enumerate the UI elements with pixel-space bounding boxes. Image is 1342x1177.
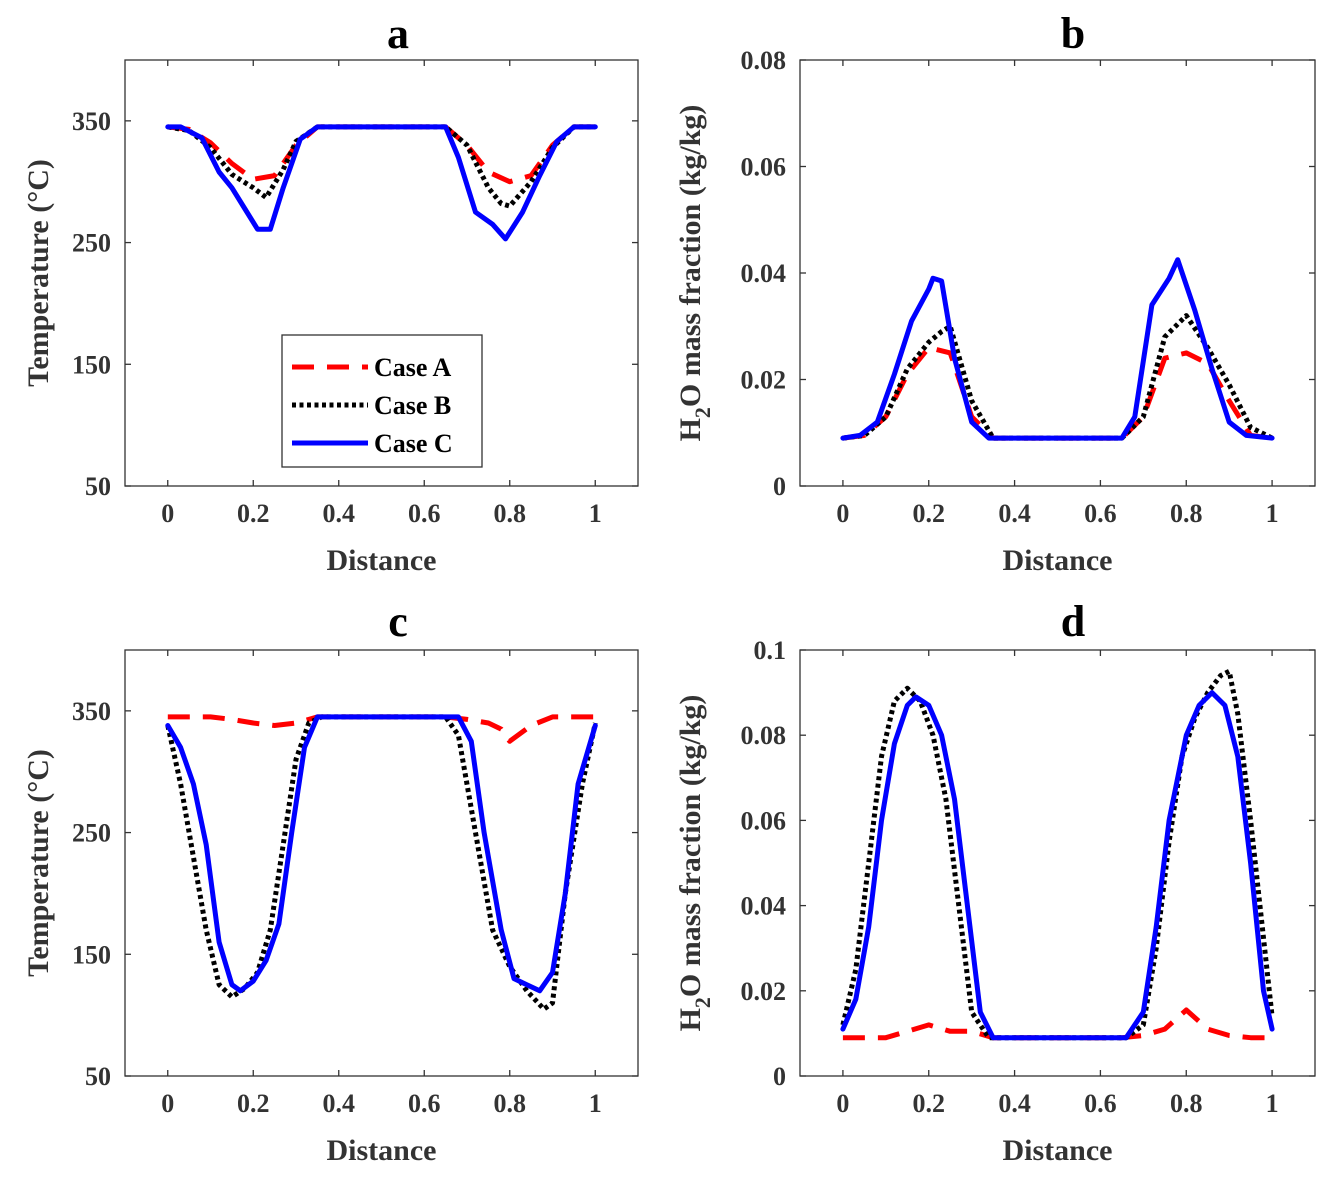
y-tick-label: 0.06: [741, 806, 787, 835]
series-line-case-b: [840, 668, 1275, 1041]
y-tick-label: 150: [72, 350, 111, 379]
chart-panel-a: 0 0.2 0.4 0.6 0.8 150150250350aDistanceTemper…: [22, 9, 639, 577]
x-tick-label: 0.2: [237, 499, 270, 528]
x-tick-label: 0.2: [237, 1089, 270, 1118]
panel-title: b: [1061, 9, 1085, 58]
y-tick-label: 50: [85, 472, 111, 501]
x-tick-label: 0.2: [913, 1089, 946, 1118]
x-axis-label: Distance: [1003, 1134, 1113, 1167]
chart-panel-d: 0 0.2 0.4 0.6 0.8 1 0 0.02 0.04 0.06 0.08 0.1 d Dista…: [674, 597, 1316, 1167]
plot-frame: [799, 649, 1316, 1077]
y-tick-label: 250: [72, 229, 111, 258]
x-tick-label: 1: [1266, 499, 1279, 528]
plot-frame: [124, 59, 639, 487]
x-tick-label: 0.4: [323, 1089, 356, 1118]
y-tick-label: 0.08: [741, 46, 787, 75]
series-line-case-a: [167, 714, 596, 744]
y-tick-label: 350: [72, 697, 111, 726]
y-tick-label: 50: [85, 1062, 111, 1091]
x-tick-label: 0: [161, 1089, 174, 1118]
x-tick-label: 0.6: [1084, 1089, 1117, 1118]
y-axis-label: Temperature (°C): [22, 749, 55, 977]
y-axis-label: Temperature (°C): [22, 159, 55, 387]
series-group: [165, 124, 598, 242]
series-line-case-c: [165, 124, 598, 242]
y-tick-label: 0: [773, 1062, 786, 1091]
series-line-case-b: [165, 714, 598, 1012]
x-tick-label: 0: [836, 499, 849, 528]
x-tick-label: 1: [589, 1089, 602, 1118]
x-tick-label: 0.4: [998, 499, 1031, 528]
series-group: [165, 714, 598, 1012]
series-group: [840, 257, 1275, 441]
y-tick-label: 0.1: [754, 636, 787, 665]
panel-title: c: [388, 597, 408, 646]
y-tick-label: 0.02: [741, 366, 787, 395]
legend: Case A Case B Case C: [281, 334, 483, 468]
x-tick-label: 0.8: [1170, 1089, 1203, 1118]
panel-title: d: [1061, 597, 1085, 646]
x-tick-label: 0.6: [1084, 499, 1117, 528]
plot-frame: [124, 649, 639, 1077]
x-tick-label: 0.6: [408, 499, 441, 528]
x-tick-label: 0: [161, 499, 174, 528]
y-axis-label: H2O mass fraction (kg/kg): [674, 695, 715, 1032]
x-tick-label: 0.8: [494, 499, 527, 528]
legend-label: Case C: [374, 429, 453, 458]
y-tick-label: 0.02: [741, 977, 787, 1006]
x-tick-label: 0.8: [1170, 499, 1203, 528]
series-line-case-c: [165, 714, 598, 994]
x-axis-label: Distance: [327, 1134, 437, 1167]
legend-label: Case A: [374, 353, 452, 382]
series-line-case-c: [840, 257, 1275, 441]
x-tick-label: 0.4: [323, 499, 356, 528]
series-line-case-a: [842, 1007, 1273, 1041]
x-tick-label: 0.4: [998, 1089, 1031, 1118]
y-tick-label: 0.08: [741, 721, 787, 750]
chart-panel-c: 0 0.2 0.4 0.6 0.8 150150250350cDistanceTemper…: [22, 597, 639, 1167]
y-axis-label: H2O mass fraction (kg/kg): [674, 105, 715, 442]
y-tick-label: 0.04: [741, 259, 787, 288]
y-tick-label: 0: [773, 472, 786, 501]
chart-panel-b: 0 0.2 0.4 0.6 0.8 1 0 0.02 0.04 0.06 0.08 b Distance…: [674, 9, 1316, 577]
y-tick-label: 0.06: [741, 153, 787, 182]
series-group: [840, 668, 1275, 1041]
panel-title: a: [387, 9, 409, 58]
x-tick-label: 1: [1266, 1089, 1279, 1118]
x-tick-label: 0: [836, 1089, 849, 1118]
series-line-case-c: [840, 690, 1275, 1041]
y-tick-label: 150: [72, 940, 111, 969]
y-tick-label: 0.04: [741, 892, 787, 921]
x-axis-label: Distance: [327, 544, 437, 577]
x-tick-label: 0.6: [408, 1089, 441, 1118]
series-line-case-b: [842, 313, 1274, 441]
legend-label: Case B: [374, 391, 451, 420]
x-axis-label: Distance: [1003, 544, 1113, 577]
x-tick-label: 0.8: [494, 1089, 527, 1118]
x-tick-label: 0.2: [913, 499, 946, 528]
y-tick-label: 350: [72, 107, 111, 136]
y-tick-label: 250: [72, 819, 111, 848]
x-tick-label: 1: [589, 499, 602, 528]
